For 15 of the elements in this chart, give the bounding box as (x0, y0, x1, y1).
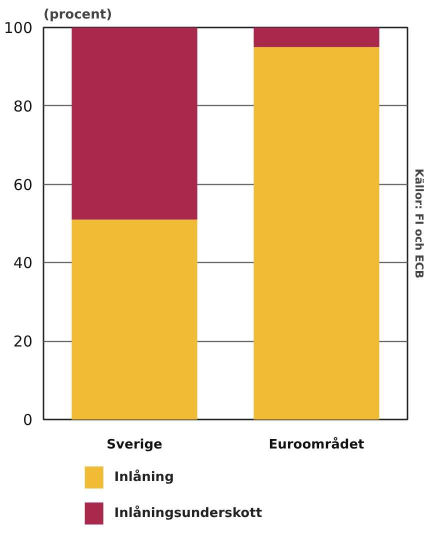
y-tick-label: 40 (13, 254, 33, 272)
y-tick-label: 0 (22, 411, 33, 429)
bar (254, 28, 380, 48)
y-tick-label: 60 (13, 176, 33, 194)
x-tick-label: Euroområdet (268, 436, 364, 452)
y-tick-label: 100 (4, 19, 33, 37)
bar (72, 28, 198, 220)
bar (72, 220, 198, 420)
y-tick-label: 20 (13, 332, 33, 351)
text: Källor: FI och ECB (412, 168, 426, 278)
legend-label: Inlåningsunderskott (114, 505, 262, 521)
x-tick-label: Sverige (106, 438, 163, 452)
chart-title: (procent) (44, 8, 112, 22)
legend-label: Inlåning (114, 469, 174, 485)
y-tick-label: 80 (13, 97, 33, 116)
